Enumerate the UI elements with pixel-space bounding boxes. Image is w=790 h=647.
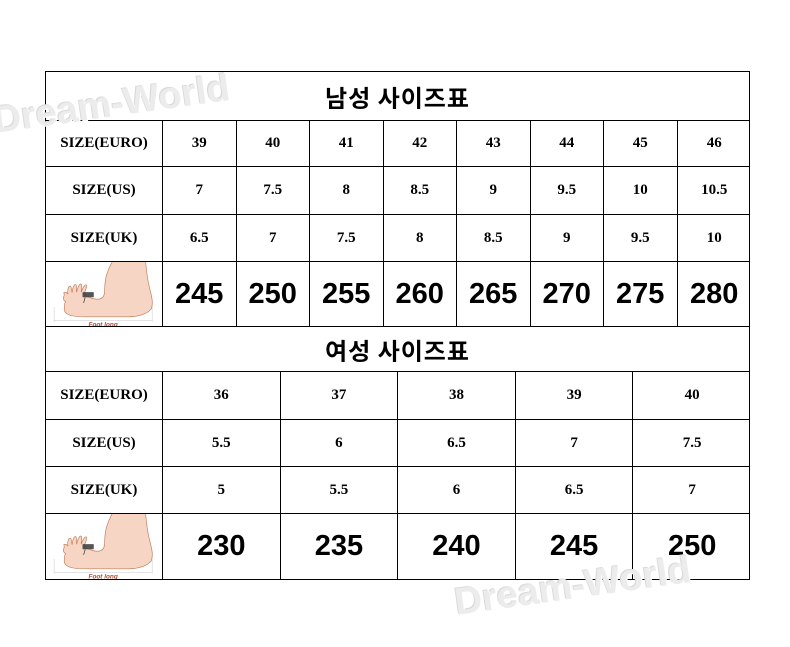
svg-text:Foot long: Foot long [89,573,118,579]
svg-text:Foot long: Foot long [89,321,118,326]
